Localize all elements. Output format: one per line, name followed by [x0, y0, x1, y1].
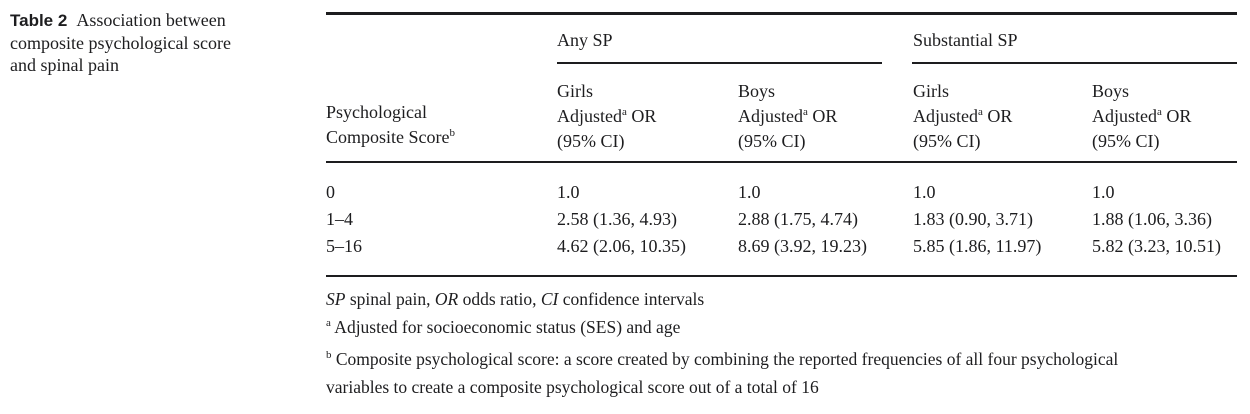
cell-anysp-girls: 2.58 (1.36, 4.93): [557, 209, 677, 229]
column-adjusted-or-label: Adjusteda OR: [557, 106, 657, 126]
table-caption-line3: and spinal pain: [10, 55, 119, 75]
column-header-anysp-boys: Boys Adjusteda OR (95% CI): [738, 79, 837, 154]
table-bottom-rule: [326, 275, 1237, 277]
table-caption: Table 2 Association between composite psy…: [10, 9, 231, 76]
cell-anysp-girls: 4.62 (2.06, 10.35): [557, 236, 686, 256]
footnote-b: b Composite psychological score: a score…: [326, 345, 1118, 401]
footnote-abbreviations: SP spinal pain, OR odds ratio, CI confid…: [326, 289, 705, 309]
abbrev-ci: CI: [540, 289, 559, 309]
cell-substantialsp-boys: 1.88 (1.06, 3.36): [1092, 209, 1212, 229]
cell-substantialsp-girls: 1.83 (0.90, 3.71): [913, 209, 1033, 229]
abbrev-or: OR: [434, 289, 459, 309]
column-header-substantialsp-boys: Boys Adjusteda OR (95% CI): [1092, 79, 1191, 154]
stub-header-line1: Psychological: [326, 102, 427, 122]
row-score-label: 0: [326, 182, 335, 202]
column-ci-label: (95% CI): [557, 131, 625, 151]
table-caption-text: Association between: [76, 10, 226, 30]
footnote-marker-b: b: [449, 127, 456, 139]
cell-anysp-boys: 1.0: [738, 182, 761, 202]
column-sex-label: Girls: [913, 81, 949, 101]
cell-substantialsp-girls: 1.0: [913, 182, 936, 202]
substantial-sp-spanner-rule: [912, 62, 1237, 64]
column-header-anysp-girls: Girls Adjusteda OR (95% CI): [557, 79, 656, 154]
column-adjusted-or-label: Adjusteda OR: [913, 106, 1013, 126]
column-header-psychological-composite-score: Psychological Composite Scoreb: [326, 100, 455, 150]
table-caption-line2: composite psychological score: [10, 33, 231, 53]
cell-anysp-boys: 2.88 (1.75, 4.74): [738, 209, 858, 229]
cell-anysp-boys: 8.69 (3.92, 19.23): [738, 236, 867, 256]
footnote-b-marker: b: [326, 349, 332, 361]
column-header-substantialsp-girls: Girls Adjusteda OR (95% CI): [913, 79, 1012, 154]
footnote-marker-a: a: [803, 106, 808, 118]
column-adjusted-or-label: Adjusteda OR: [1092, 106, 1192, 126]
column-sex-label: Girls: [557, 81, 593, 101]
cell-substantialsp-girls: 5.85 (1.86, 11.97): [913, 236, 1042, 256]
table-number-label: Table 2: [10, 11, 68, 30]
footnote-marker-a: a: [978, 106, 983, 118]
column-sex-label: Boys: [1092, 81, 1130, 101]
abbrev-sp: SP: [326, 289, 346, 309]
spanner-substantial-sp: Substantial SP: [913, 30, 1018, 50]
column-ci-label: (95% CI): [738, 131, 806, 151]
row-score-label: 5–16: [326, 236, 362, 256]
footnote-b-line2: variables to create a composite psycholo…: [326, 377, 819, 397]
cell-anysp-girls: 1.0: [557, 182, 580, 202]
footnote-a-marker: a: [326, 317, 331, 329]
column-ci-label: (95% CI): [1092, 131, 1160, 151]
column-ci-label: (95% CI): [913, 131, 981, 151]
column-adjusted-or-label: Adjusteda OR: [738, 106, 838, 126]
stub-header-line2: Composite Scoreb: [326, 127, 456, 147]
cell-substantialsp-boys: 1.0: [1092, 182, 1115, 202]
table-caption-line1: Table 2 Association between: [10, 9, 231, 32]
cell-substantialsp-boys: 5.82 (3.23, 10.51): [1092, 236, 1221, 256]
table-top-rule: [326, 12, 1237, 15]
any-sp-spanner-rule: [557, 62, 882, 64]
spanner-any-sp: Any SP: [557, 30, 613, 50]
column-sex-label: Boys: [738, 81, 776, 101]
footnote-marker-a: a: [1157, 106, 1162, 118]
table-header-rule: [326, 161, 1237, 163]
footnote-b-line1: b Composite psychological score: a score…: [326, 349, 1119, 369]
footnote-marker-a: a: [622, 106, 627, 118]
row-score-label: 1–4: [326, 209, 353, 229]
footnote-a: a Adjusted for socioeconomic status (SES…: [326, 317, 681, 337]
